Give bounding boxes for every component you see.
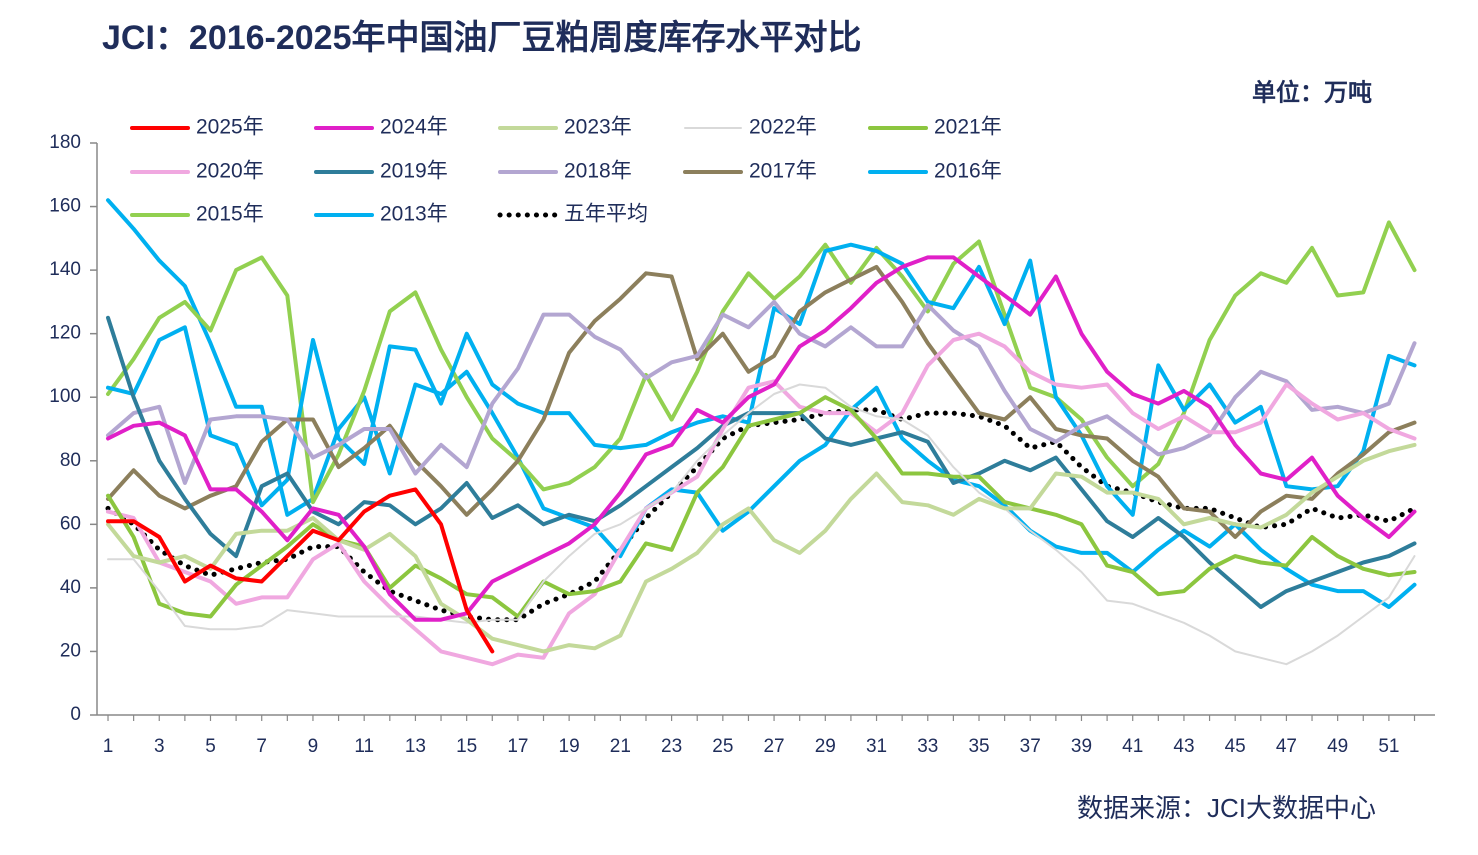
y-tick-label: 0 [70, 704, 81, 725]
legend-label: 2013年 [380, 203, 448, 226]
y-tick-label: 140 [49, 259, 81, 280]
x-tick-label: 41 [1122, 736, 1143, 757]
x-tick-label: 21 [610, 736, 631, 757]
series-line [106, 255, 1417, 622]
legend-label: 2020年 [196, 160, 264, 183]
x-tick-label: 37 [1020, 736, 1041, 757]
series-line [106, 395, 1417, 619]
x-tick-label: 23 [661, 736, 682, 757]
x-tick-label: 27 [763, 736, 784, 757]
y-tick-label: 60 [60, 513, 81, 534]
x-tick-label: 51 [1378, 736, 1399, 757]
y-tick-label: 180 [49, 132, 81, 153]
legend-label: 2017年 [749, 160, 817, 183]
y-tick-label: 20 [60, 640, 81, 661]
chart-title: JCI：2016-2025年中国油厂豆粕周度库存水平对比 [102, 19, 862, 57]
x-tick-label: 29 [815, 736, 836, 757]
legend: 2025年 2024年 2023年 2022年 2021年 2020年 2019年 2018年… [130, 116, 1002, 226]
series-line [106, 299, 1417, 485]
x-tick-label: 3 [154, 736, 165, 757]
x-tick-label: 19 [559, 736, 580, 757]
series-line [106, 264, 1417, 539]
x-tick-label: 5 [205, 736, 216, 757]
x-tick-label: 47 [1276, 736, 1297, 757]
legend-label: 2021年 [934, 116, 1002, 139]
x-tick-label: 45 [1225, 736, 1246, 757]
x-tick-label: 17 [507, 736, 528, 757]
y-tick-label: 80 [60, 450, 81, 471]
source-note: 数据来源：JCI大数据中心 [1077, 793, 1376, 823]
x-tick-label: 35 [968, 736, 989, 757]
series-line [107, 383, 1416, 666]
y-tick-label: 100 [49, 386, 81, 407]
x-tick-label: 15 [456, 736, 477, 757]
legend-label: 2015年 [196, 203, 264, 226]
series-line [106, 442, 1417, 654]
unit-label: 单位：万吨 [1252, 78, 1372, 106]
x-tick-label: 33 [917, 736, 938, 757]
legend-label: 2019年 [380, 160, 448, 183]
x-tick-label: 1 [103, 736, 114, 757]
series-line [106, 487, 495, 654]
y-tick-label: 160 [49, 196, 81, 217]
legend-label: 五年平均 [564, 203, 648, 226]
x-tick-label: 11 [354, 736, 374, 757]
legend-label: 2025年 [196, 116, 264, 139]
x-tick-label: 49 [1327, 736, 1348, 757]
series-line [106, 315, 1417, 609]
legend-label: 2023年 [564, 116, 632, 139]
legend-label: 2016年 [934, 160, 1002, 183]
legend-label: 2018年 [564, 160, 632, 183]
y-tick-label: 40 [60, 577, 81, 598]
legend-label: 2022年 [749, 116, 817, 139]
series-line [106, 331, 1417, 667]
y-tick-label: 120 [49, 323, 81, 344]
x-tick-label: 13 [405, 736, 426, 757]
plot [105, 198, 1417, 667]
x-tick-label: 31 [866, 736, 887, 757]
series-line [106, 220, 1417, 505]
x-tick-label: 9 [308, 736, 319, 757]
x-tick-label: 25 [712, 736, 733, 757]
series-line [106, 198, 1417, 609]
x-tick-label: 7 [256, 736, 267, 757]
legend-label: 2024年 [380, 116, 448, 139]
x-tick-label: 39 [1071, 736, 1092, 757]
x-tick-label: 43 [1173, 736, 1194, 757]
